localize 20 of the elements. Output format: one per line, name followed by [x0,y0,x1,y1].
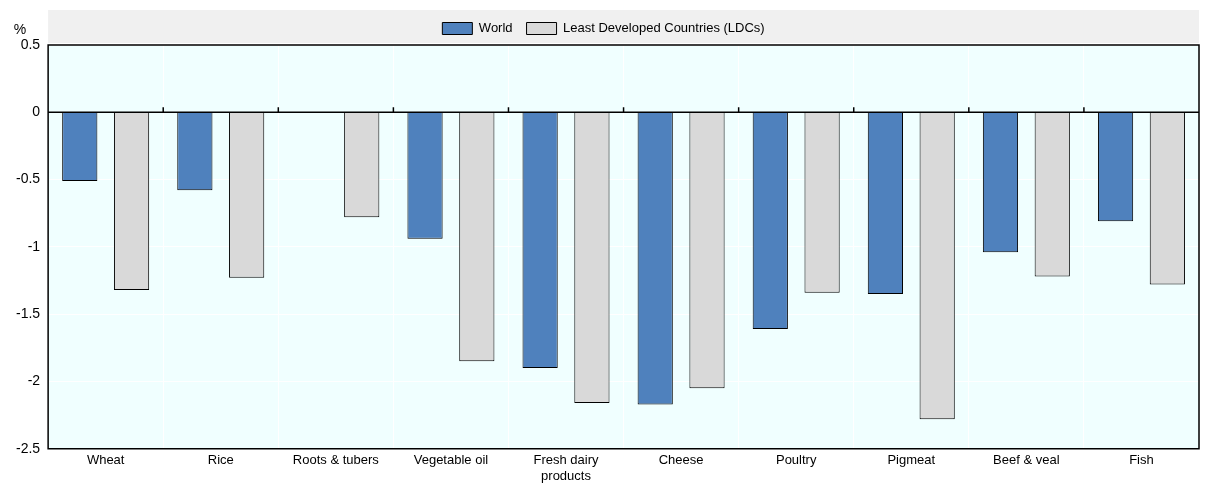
y-tick-label: -0.5 [16,170,41,187]
legend-label: World [478,20,513,36]
x-tick-label: Pigmeat [887,452,936,468]
y-axis-title: % [13,20,27,37]
x-tick-label: Poultry [775,452,817,468]
x-tick-label: Vegetable oil [413,452,489,468]
y-tick-label: -2.5 [16,439,41,456]
legend-label: Least Developed Countries (LDCs) [563,20,765,36]
x-tick-label: Roots & tubers [292,452,380,468]
x-tick-label: Rice [207,452,234,468]
y-tick-label: 0.5 [20,35,41,52]
x-tick-label: Fresh dairy products [533,452,600,483]
x-tick-label: Beef & veal [993,452,1060,468]
y-tick-label: -1 [27,237,41,254]
y-tick-label: 0 [32,103,41,120]
x-tick-label: Cheese [658,452,704,468]
y-tick-label: -1.5 [16,305,41,322]
x-tick-label: Fish [1129,452,1154,468]
x-tick-label: Wheat [86,452,125,468]
y-tick-label: -2 [27,372,41,389]
